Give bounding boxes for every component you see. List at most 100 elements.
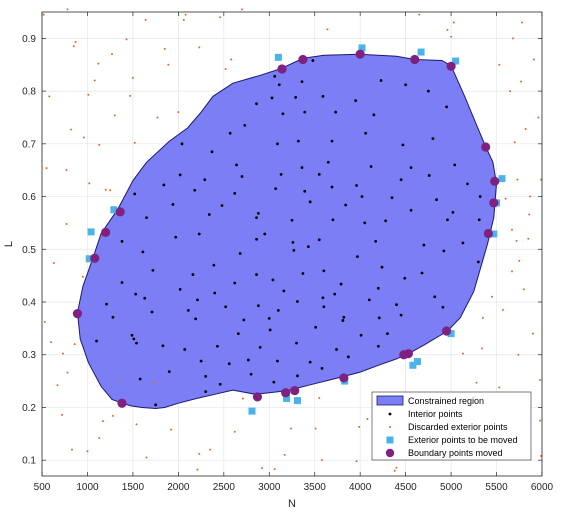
discarded-point bbox=[88, 182, 91, 185]
discarded-point bbox=[524, 128, 527, 131]
interior-point bbox=[267, 316, 271, 320]
discarded-point bbox=[109, 189, 112, 192]
discarded-point bbox=[529, 195, 532, 198]
boundary-point-moved bbox=[72, 309, 83, 319]
discarded-point bbox=[513, 141, 516, 144]
interior-point bbox=[281, 112, 285, 116]
x-tick-label: 6000 bbox=[531, 482, 554, 493]
interior-point bbox=[273, 74, 277, 78]
interior-point bbox=[374, 239, 378, 243]
interior-point bbox=[426, 89, 430, 93]
interior-point bbox=[212, 263, 216, 267]
interior-point bbox=[134, 292, 138, 296]
discarded-point bbox=[56, 384, 59, 387]
discarded-point bbox=[318, 396, 321, 399]
discarded-point bbox=[520, 80, 523, 83]
discarded-point bbox=[93, 79, 96, 82]
x-axis-label: N bbox=[288, 498, 296, 510]
interior-point bbox=[246, 358, 250, 362]
discarded-point bbox=[261, 467, 263, 470]
exterior-point-to-move bbox=[293, 397, 301, 405]
interior-point bbox=[296, 374, 299, 378]
interior-point bbox=[233, 281, 237, 285]
discarded-point bbox=[539, 419, 542, 422]
discarded-point bbox=[177, 111, 180, 114]
discarded-point bbox=[42, 13, 45, 16]
interior-point bbox=[330, 185, 334, 189]
discarded-point bbox=[241, 397, 244, 400]
interior-point bbox=[255, 102, 258, 106]
interior-point bbox=[243, 123, 247, 127]
exterior-point-to-move bbox=[409, 361, 417, 369]
interior-point bbox=[384, 219, 388, 223]
interior-point bbox=[218, 382, 222, 386]
interior-point bbox=[420, 271, 424, 275]
discarded-point bbox=[81, 275, 84, 278]
interior-point bbox=[162, 183, 166, 187]
discarded-point bbox=[450, 35, 453, 38]
interior-point bbox=[335, 348, 338, 351]
interior-point bbox=[300, 166, 304, 169]
discarded-point bbox=[321, 459, 323, 462]
interior-point bbox=[376, 344, 380, 348]
discarded-point bbox=[70, 128, 73, 131]
interior-point bbox=[276, 359, 279, 363]
interior-point bbox=[477, 218, 481, 222]
interior-point bbox=[150, 310, 154, 314]
discarded-point bbox=[540, 454, 543, 457]
interior-point bbox=[292, 248, 296, 252]
interior-point bbox=[308, 360, 312, 364]
interior-point bbox=[364, 131, 368, 135]
boundary-point-moved bbox=[117, 398, 127, 408]
discarded-point bbox=[72, 45, 75, 48]
discarded-point bbox=[135, 423, 138, 426]
discarded-point bbox=[66, 8, 69, 11]
interior-point bbox=[367, 298, 371, 302]
exterior-point-to-move bbox=[248, 407, 256, 415]
interior-point bbox=[461, 241, 465, 245]
boundary-point-moved bbox=[290, 385, 300, 396]
legend-label-discarded: Discarded exterior points bbox=[408, 422, 508, 432]
exterior-point-to-move bbox=[85, 255, 93, 263]
interior-point bbox=[341, 319, 345, 322]
discarded-point bbox=[144, 18, 147, 21]
interior-point bbox=[178, 287, 182, 291]
boundary-point-moved bbox=[115, 207, 125, 217]
interior-point bbox=[296, 300, 299, 303]
interior-point bbox=[276, 309, 280, 312]
interior-point bbox=[306, 245, 310, 249]
interior-point bbox=[395, 303, 398, 307]
x-tick-label: 1500 bbox=[122, 482, 145, 493]
boundary-point-moved bbox=[252, 392, 263, 402]
discarded-point bbox=[511, 270, 513, 273]
discarded-point bbox=[532, 58, 535, 61]
interior-point bbox=[303, 189, 307, 193]
discarded-point bbox=[537, 116, 540, 119]
interior-point bbox=[167, 370, 171, 373]
discarded-point bbox=[98, 437, 101, 440]
interior-point bbox=[235, 163, 238, 167]
exterior-point-to-move bbox=[110, 206, 118, 214]
discarded-point bbox=[209, 448, 212, 451]
discarded-point bbox=[111, 53, 113, 56]
y-tick-label: 0.2 bbox=[22, 403, 36, 414]
y-tick-label: 0.8 bbox=[22, 87, 36, 98]
interior-point bbox=[210, 150, 214, 154]
interior-point bbox=[216, 344, 219, 348]
interior-point bbox=[138, 377, 142, 381]
interior-point bbox=[186, 309, 190, 312]
discarded-point bbox=[283, 453, 286, 456]
discarded-point bbox=[314, 427, 317, 430]
interior-point bbox=[277, 83, 281, 87]
discarded-point bbox=[446, 28, 449, 31]
discarded-point bbox=[52, 261, 55, 264]
discarded-point bbox=[501, 308, 504, 311]
interior-point bbox=[446, 218, 449, 222]
y-tick-label: 0.6 bbox=[22, 192, 36, 203]
interior-point bbox=[300, 80, 304, 83]
discarded-point bbox=[540, 178, 543, 181]
interior-point bbox=[256, 304, 260, 308]
interior-point bbox=[376, 286, 380, 290]
discarded-point bbox=[326, 28, 329, 31]
